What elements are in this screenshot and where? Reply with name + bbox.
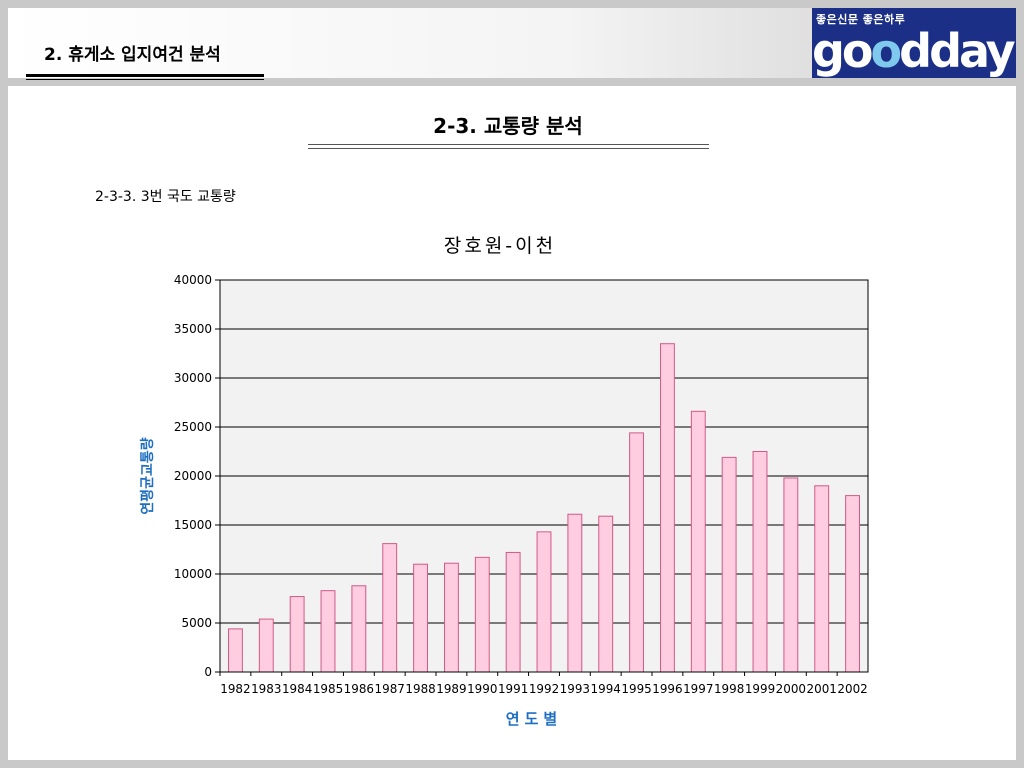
y-tick-label: 25000 <box>174 420 212 434</box>
chart-section-subtitle: 2-3-3. 3번 국도 교통량 <box>95 189 236 205</box>
chart-title: 장호원-이천 <box>444 235 556 257</box>
x-tick-label: 1986 <box>344 682 374 696</box>
x-tick-label: 1999 <box>745 682 775 696</box>
x-tick-label: 2001 <box>807 682 837 696</box>
y-axis-label: 연평균교통량 <box>139 437 156 514</box>
bar <box>752 451 768 673</box>
y-tick-label: 20000 <box>174 469 212 483</box>
section-title: 2. 휴게소 입지여건 분석 <box>44 45 221 65</box>
x-tick-label: 1996 <box>652 682 682 696</box>
x-tick-label: 2002 <box>837 682 867 696</box>
y-tick-label: 35000 <box>174 322 212 336</box>
y-tick-label: 5000 <box>181 616 212 630</box>
bar <box>845 495 861 673</box>
bar <box>690 410 706 673</box>
x-tick-label: 1990 <box>467 682 497 696</box>
bar <box>382 543 398 673</box>
bar <box>227 628 243 673</box>
title-divider-bottom <box>308 148 709 149</box>
bar <box>629 432 645 673</box>
bar <box>351 585 367 673</box>
bar <box>289 596 305 673</box>
y-tick-label: 10000 <box>174 567 212 581</box>
bar <box>659 343 675 673</box>
logo-tagline: 좋은신문 좋은하루 <box>816 13 906 26</box>
x-tick-label: 1988 <box>405 682 435 696</box>
x-tick-label: 1998 <box>714 682 744 696</box>
bar <box>783 477 799 673</box>
x-tick-label: 1987 <box>375 682 405 696</box>
x-axis-label: 연도별 <box>506 710 562 728</box>
goodday-logo: 좋은신문 좋은하루 goodday <box>812 8 1016 78</box>
x-tick-label: 1997 <box>683 682 713 696</box>
x-tick-label: 1989 <box>436 682 466 696</box>
y-tick-label: 40000 <box>174 273 212 287</box>
section-underline <box>26 74 264 77</box>
y-tick-label: 15000 <box>174 518 212 532</box>
logo-wordmark: goodday <box>812 24 1016 78</box>
section-underline-thin <box>26 79 264 80</box>
x-tick-label: 1992 <box>529 682 559 696</box>
logo-word-b: o <box>870 24 903 78</box>
x-tick-label: 1995 <box>621 682 651 696</box>
page-title: 2-3. 교통량 분석 <box>433 114 583 138</box>
title-divider-top <box>308 144 709 145</box>
x-tick-label: 1993 <box>560 682 590 696</box>
x-tick-label: 1994 <box>591 682 621 696</box>
bar <box>567 513 583 673</box>
bar <box>258 618 274 673</box>
x-tick-label: 2000 <box>776 682 806 696</box>
bar <box>536 531 552 673</box>
x-tick-label: 1985 <box>313 682 343 696</box>
bar <box>505 551 521 673</box>
bar <box>413 563 429 673</box>
bar <box>814 485 830 673</box>
x-tick-label: 1984 <box>282 682 312 696</box>
bar <box>598 515 614 673</box>
logo-word-a: go <box>812 24 874 78</box>
bar <box>443 562 459 673</box>
bar <box>320 590 336 673</box>
bar <box>721 456 737 673</box>
y-tick-label: 0 <box>204 665 212 679</box>
x-tick-label: 1982 <box>220 682 250 696</box>
x-tick-label: 1983 <box>251 682 281 696</box>
x-tick-label: 1991 <box>498 682 528 696</box>
y-tick-label: 30000 <box>174 371 212 385</box>
logo-word-c: dday <box>899 24 1015 78</box>
bar <box>474 556 490 673</box>
